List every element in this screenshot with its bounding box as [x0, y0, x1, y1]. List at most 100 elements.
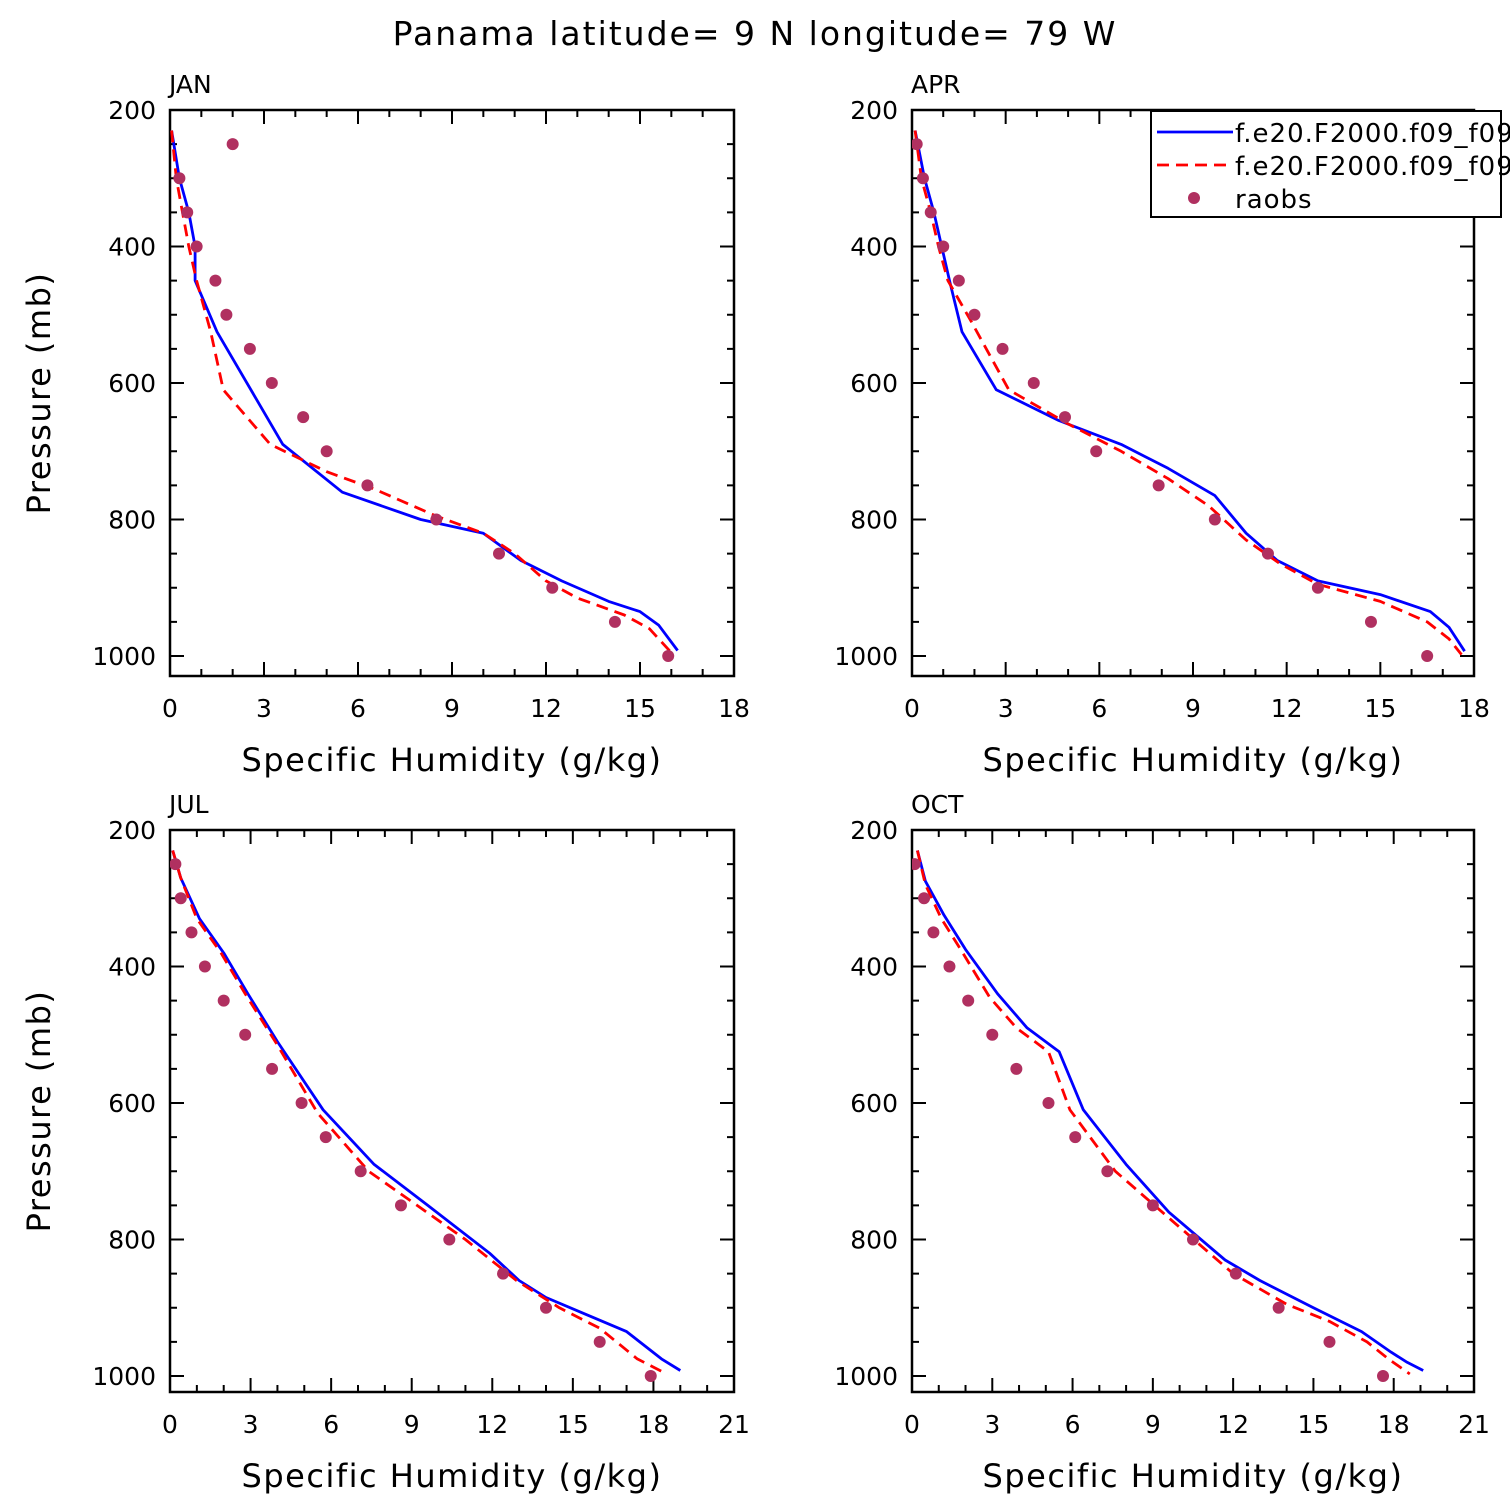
raobs-point: [927, 926, 940, 939]
raobs-point: [209, 274, 222, 287]
raobs-point: [546, 581, 559, 594]
x-tick-label: 0: [904, 1410, 920, 1439]
y-tick-label: 200: [850, 96, 898, 125]
raobs-point: [265, 377, 278, 389]
x-tick-label: 12: [1217, 1410, 1249, 1439]
solid-series-line: [913, 130, 1466, 652]
x-axis-title: Specific Humidity (g/kg): [242, 1457, 663, 1495]
y-tick-label: 400: [108, 953, 156, 982]
x-tick-label: 3: [243, 1410, 259, 1439]
series-group: [912, 130, 1466, 662]
raobs-point: [593, 1335, 606, 1348]
raobs-point: [226, 138, 239, 151]
raobs-point: [644, 1370, 657, 1382]
panel-jul: 0 3 6 9 12 15 18 21 200 400 600 800 1000 JUL Specific …: [20, 790, 750, 1495]
raobs-point: [1208, 513, 1221, 526]
raobs-point: [986, 1028, 999, 1041]
legend-label: f.e20.F2000.f09_f09: [1235, 152, 1510, 182]
raobs-point: [297, 411, 310, 424]
y-tick-label: 800: [108, 506, 156, 535]
x-tick-label: 6: [350, 694, 366, 723]
dashed-series-line: [170, 130, 673, 654]
x-tick-label: 15: [557, 1410, 589, 1439]
raobs-point: [1027, 377, 1040, 389]
raobs-point: [1229, 1267, 1242, 1280]
raobs-point: [320, 445, 333, 458]
raobs-point: [540, 1301, 552, 1314]
raobs-point: [608, 615, 621, 628]
raobs-point: [394, 1199, 407, 1212]
raobs-point: [239, 1028, 252, 1041]
raobs-point: [916, 172, 929, 185]
raobs-point: [190, 240, 203, 253]
raobs-point: [295, 1097, 308, 1109]
y-axis-title: Pressure (mb): [20, 990, 58, 1233]
raobs-point: [1152, 479, 1165, 492]
legend-raobs-symbol: [1188, 192, 1200, 204]
raobs-point: [170, 858, 182, 871]
raobs-point: [266, 1062, 279, 1075]
x-tick-label: 3: [256, 694, 272, 723]
x-tick-label: 3: [984, 1410, 1000, 1439]
raobs-point: [354, 1165, 367, 1178]
raobs-point: [1010, 1062, 1023, 1075]
panel-oct: 0 3 6 9 12 15 18 21 200 400 600 800 1000 OCT Specific …: [834, 790, 1490, 1495]
raobs-point: [968, 308, 981, 321]
raobs-point: [430, 513, 443, 526]
x-tick-label: 18: [638, 1410, 670, 1439]
raobs-point: [1421, 650, 1434, 662]
x-tick-label: 21: [718, 1410, 750, 1439]
series-group: [170, 850, 682, 1382]
y-tick-label: 600: [108, 369, 156, 398]
raobs-point: [962, 994, 975, 1007]
y-tick-label: 1000: [92, 1362, 156, 1391]
y-tick-label: 600: [108, 1089, 156, 1118]
y-tick-label: 600: [850, 369, 898, 398]
x-tick-label: 9: [1185, 694, 1201, 723]
raobs-point: [1101, 1165, 1114, 1178]
solid-series-line: [170, 130, 679, 652]
x-axis-title: Specific Humidity (g/kg): [242, 741, 663, 779]
x-tick-label: 18: [1378, 1410, 1410, 1439]
raobs-point: [1311, 581, 1324, 594]
panel-apr: 0 3 6 9 12 15 18 200 400 600 800 1000 APR Specific Hu…: [834, 70, 1490, 779]
legend: f.e20.F2000.f09_f09f.e20.F2000.f09_f09ra…: [1150, 110, 1510, 218]
x-tick-label: 0: [162, 694, 178, 723]
raobs-point: [220, 308, 233, 321]
y-tick-label: 800: [108, 1226, 156, 1255]
y-tick-label: 600: [850, 1089, 898, 1118]
x-tick-label: 6: [323, 1410, 339, 1439]
dashed-series-line: [171, 850, 668, 1376]
raobs-point: [952, 274, 965, 287]
raobs-point: [1364, 615, 1377, 628]
x-tick-label: 9: [1145, 1410, 1161, 1439]
x-tick-label: 12: [1271, 694, 1303, 723]
y-tick-label: 200: [108, 816, 156, 845]
raobs-point: [1261, 547, 1274, 560]
raobs-point: [924, 206, 937, 219]
legend-label: raobs: [1235, 185, 1313, 215]
raobs-point: [185, 926, 198, 939]
raobs-point: [912, 858, 921, 871]
x-tick-label: 12: [530, 694, 562, 723]
raobs-point: [181, 206, 194, 219]
x-axis-title: Specific Humidity (g/kg): [983, 1457, 1404, 1495]
series-group: [170, 130, 679, 662]
raobs-point: [173, 172, 186, 185]
x-tick-label: 9: [404, 1410, 420, 1439]
raobs-point: [174, 892, 187, 905]
raobs-point: [1069, 1131, 1082, 1144]
x-tick-label: 18: [1458, 694, 1490, 723]
panel-month-label: APR: [911, 70, 961, 99]
y-tick-label: 1000: [834, 642, 898, 671]
x-tick-label: 6: [1065, 1410, 1081, 1439]
y-tick-label: 800: [850, 506, 898, 535]
y-tick-label: 200: [850, 816, 898, 845]
y-tick-label: 200: [108, 96, 156, 125]
y-axis-title: Pressure (mb): [20, 272, 58, 515]
raobs-point: [1058, 411, 1071, 424]
series-group: [912, 850, 1424, 1382]
raobs-point: [996, 342, 1009, 355]
solid-series-line: [171, 850, 682, 1372]
